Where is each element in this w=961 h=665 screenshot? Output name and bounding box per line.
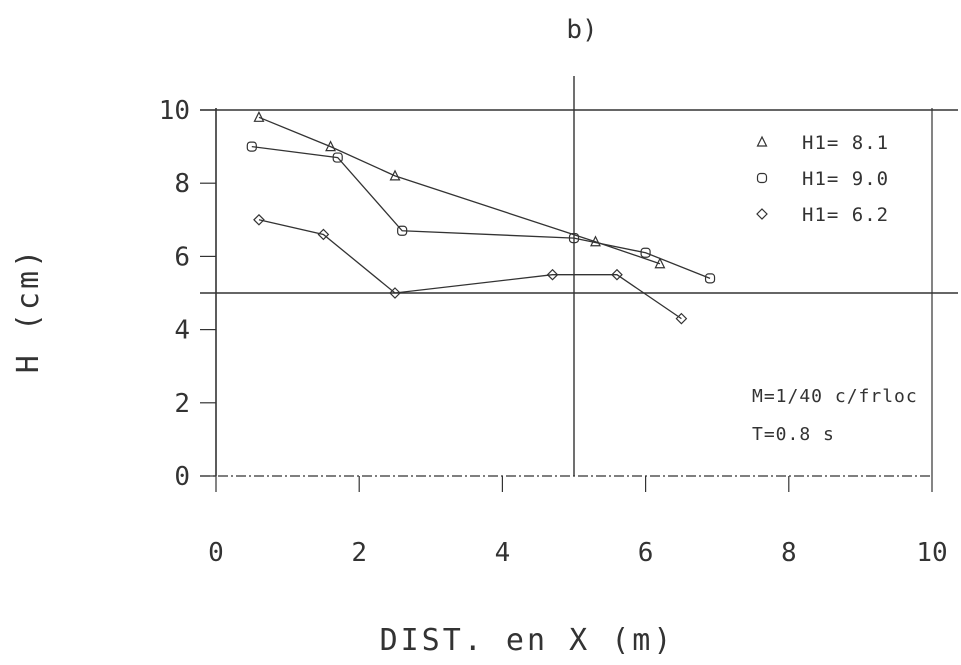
diamond-marker: [389, 287, 401, 299]
y-axis-label: H (cm): [11, 247, 46, 373]
series-triangle: [253, 110, 666, 269]
y-tick-label: 10: [159, 96, 190, 126]
reference-lines: [200, 76, 958, 476]
square-marker: [332, 152, 343, 163]
plot-frame: [200, 108, 933, 477]
x-tick-label: 8: [781, 538, 797, 568]
triangle-marker: [325, 140, 337, 152]
triangle-marker: [590, 235, 601, 247]
series-square: [246, 141, 716, 284]
series-diamond: [253, 213, 688, 325]
y-tick-label: 0: [174, 462, 190, 492]
x-tick-label: 6: [638, 538, 654, 568]
y-ticks: 0 2 4 6 8 10: [159, 96, 216, 492]
series-line: [258, 116, 661, 265]
y-tick-label: 8: [174, 169, 190, 199]
triangle-marker: [756, 135, 768, 147]
y-tick-label: 4: [174, 316, 190, 346]
chart-title: b): [566, 15, 597, 45]
legend-label: H1= 8.1: [802, 132, 889, 154]
series-line: [258, 219, 682, 320]
legend: H1= 8.1 H1= 9.0 H1= 6.2: [756, 132, 889, 226]
triangle-marker: [253, 110, 265, 122]
x-ticks: 0 2 4 6 8 10: [208, 476, 948, 568]
diamond-marker: [253, 213, 265, 226]
x-tick-label: 2: [351, 538, 367, 568]
diamond-marker: [317, 228, 330, 241]
diamond-marker: [546, 268, 559, 281]
diamond-marker: [675, 312, 688, 325]
triangle-marker: [654, 257, 666, 269]
triangle-marker: [389, 169, 401, 181]
square-marker: [397, 225, 408, 236]
x-tick-label: 0: [208, 538, 224, 568]
series-group: [246, 110, 716, 325]
legend-label: H1= 6.2: [802, 204, 889, 226]
legend-label: H1= 9.0: [802, 168, 889, 190]
diamond-marker: [756, 208, 768, 220]
x-tick-label: 10: [916, 538, 947, 568]
x-tick-label: 4: [495, 538, 511, 568]
square-marker: [704, 273, 716, 284]
annotation-slope: M=1/40 c/frloc: [752, 386, 918, 407]
square-marker: [756, 172, 768, 184]
square-marker: [246, 141, 257, 152]
diamond-marker: [611, 268, 623, 281]
x-axis-label: DIST. en X (m): [380, 623, 675, 658]
y-tick-label: 2: [174, 389, 190, 419]
annotation-period: T=0.8 s: [752, 424, 835, 445]
square-marker: [568, 233, 580, 244]
y-tick-label: 6: [174, 242, 190, 272]
series-line: [251, 145, 711, 279]
square-marker: [640, 247, 651, 258]
